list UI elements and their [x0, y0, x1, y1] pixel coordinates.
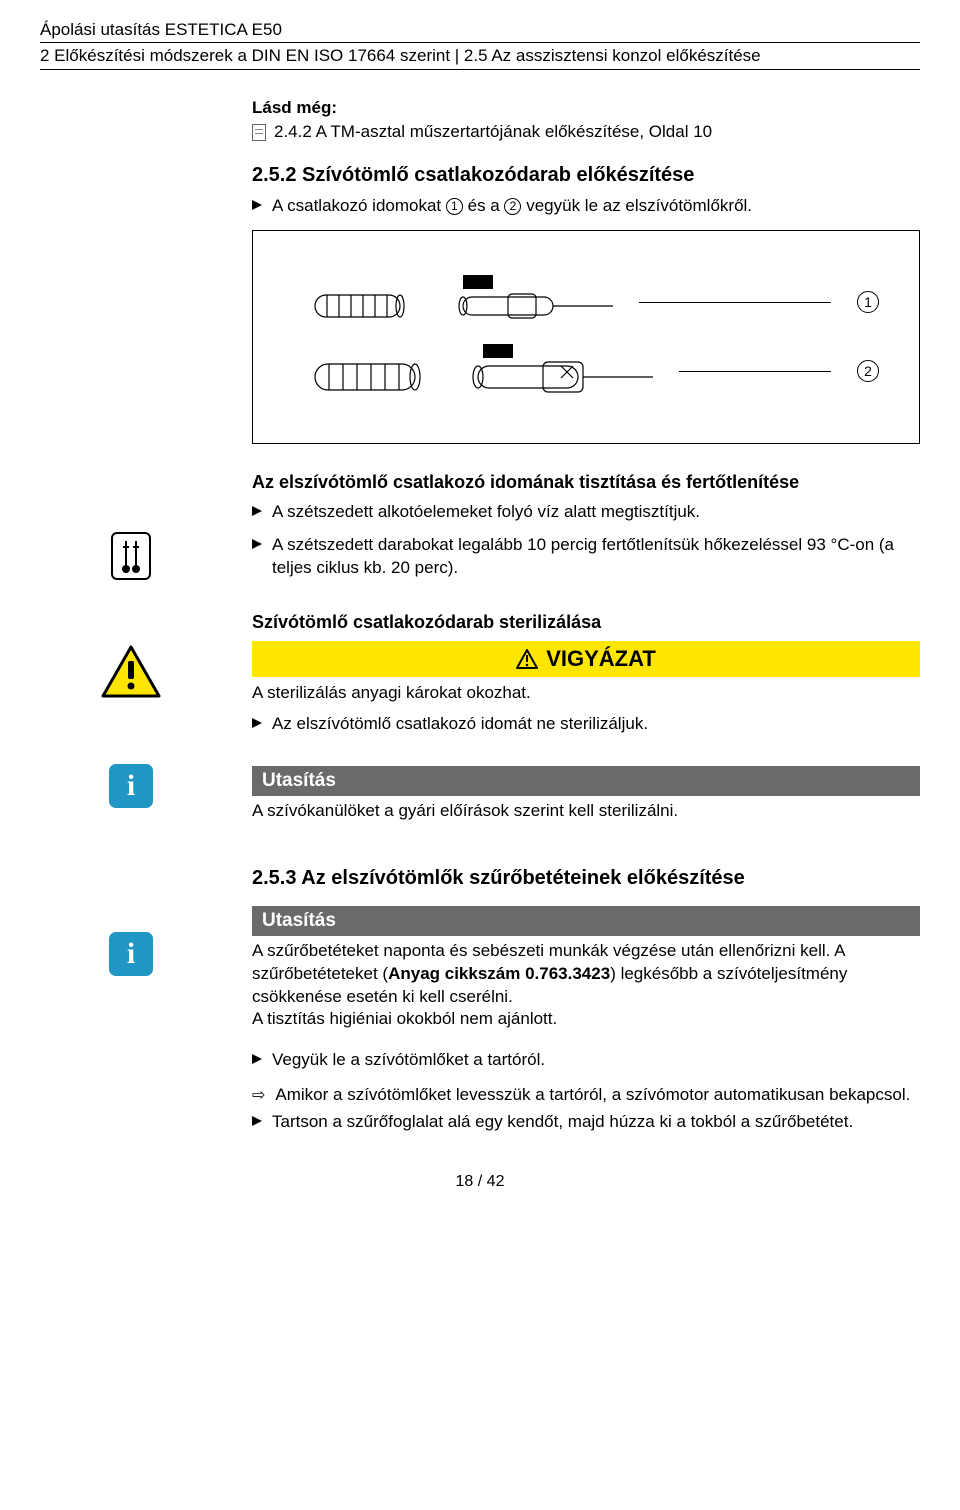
filter-result: ⇨ Amikor a szívótömlőket levesszük a tar…: [252, 1084, 920, 1107]
hose-disconnect-illustration-2: [313, 344, 653, 399]
ref-number-2: 2: [504, 198, 521, 215]
result-text: Amikor a szívótömlőket levesszük a tartó…: [275, 1084, 910, 1107]
caution-icon: [516, 649, 538, 669]
info-icon: i: [109, 764, 153, 808]
bullet-text-part: és a: [468, 196, 505, 215]
bullet-icon: [252, 506, 262, 516]
bullet-text: Tartson a szűrőfoglalat alá egy kendőt, …: [272, 1111, 853, 1134]
bullet-icon: [252, 539, 262, 549]
filter-bullet-1: Vegyük le a szívótömlőket a tartóról.: [252, 1049, 920, 1072]
cleaning-bullet-1: A szétszedett alkotóelemeket folyó víz a…: [252, 501, 920, 524]
thermo-disinfect-icon: [111, 532, 151, 580]
bullet-text: Vegyük le a szívótömlőket a tartóról.: [272, 1049, 545, 1072]
see-also-label: Lásd még:: [252, 98, 920, 118]
filter-bullet-2: Tartson a szűrőfoglalat alá egy kendőt, …: [252, 1111, 920, 1134]
document-icon: [252, 124, 266, 141]
result-arrow-icon: ⇨: [252, 1088, 265, 1104]
instruction-label: Utasítás: [252, 906, 920, 936]
bullet-icon: [252, 718, 262, 728]
ref-number-1: 1: [446, 198, 463, 215]
cross-reference-text: 2.4.2 A TM-asztal műszertartójának előké…: [274, 122, 712, 142]
cleaning-title: Az elszívótömlő csatlakozó idomának tisz…: [252, 472, 920, 493]
section-252-heading: 2.5.2 Szívótömlő csatlakozódarab előkész…: [252, 164, 920, 187]
figure-label-2: 2: [857, 360, 879, 382]
cross-reference: 2.4.2 A TM-asztal műszertartójának előké…: [252, 122, 920, 142]
instruction-body: A szűrőbetéteket naponta és sebészeti mu…: [252, 940, 920, 1032]
page-number: 18 / 42: [40, 1173, 920, 1191]
section-252-bullet: A csatlakozó idomokat 1 és a 2 vegyük le…: [252, 195, 920, 218]
bullet-icon: [252, 1116, 262, 1126]
bullet-text: A szétszedett alkotóelemeket folyó víz a…: [272, 501, 700, 524]
warning-triangle-icon: [100, 644, 162, 700]
bullet-text-part: A csatlakozó idomokat: [272, 196, 446, 215]
section-253-heading: 2.5.3 Az elszívótömlők szűrőbetéteinek e…: [252, 867, 920, 890]
caution-banner: VIGYÁZAT: [252, 641, 920, 677]
figure-label-1: 1: [857, 291, 879, 313]
bullet-icon: [252, 200, 262, 210]
info-icon: i: [109, 932, 153, 976]
bullet-text: Az elszívótömlő csatlakozó idomát ne ste…: [272, 713, 648, 736]
doc-breadcrumb: 2 Előkészítési módszerek a DIN EN ISO 17…: [40, 42, 920, 70]
caution-word: VIGYÁZAT: [546, 646, 656, 672]
connector-figure: 1: [252, 230, 920, 444]
instruction-body: A szívókanülöket a gyári előírások szeri…: [252, 800, 920, 823]
hose-disconnect-illustration-1: [313, 275, 613, 330]
bullet-text: A szétszedett darabokat legalább 10 perc…: [272, 534, 920, 580]
sterilization-title: Szívótömlő csatlakozódarab sterilizálása: [252, 612, 920, 633]
instruction-label: Utasítás: [252, 766, 920, 796]
bullet-text-part: vegyük le az elszívótömlőkről.: [526, 196, 752, 215]
cleaning-bullet-2: A szétszedett darabokat legalább 10 perc…: [252, 534, 920, 580]
sterilization-bullet: Az elszívótömlő csatlakozó idomát ne ste…: [252, 713, 920, 736]
doc-title: Ápolási utasítás ESTETICA E50: [40, 20, 920, 40]
bullet-icon: [252, 1054, 262, 1064]
caution-description: A sterilizálás anyagi károkat okozhat.: [252, 683, 920, 703]
